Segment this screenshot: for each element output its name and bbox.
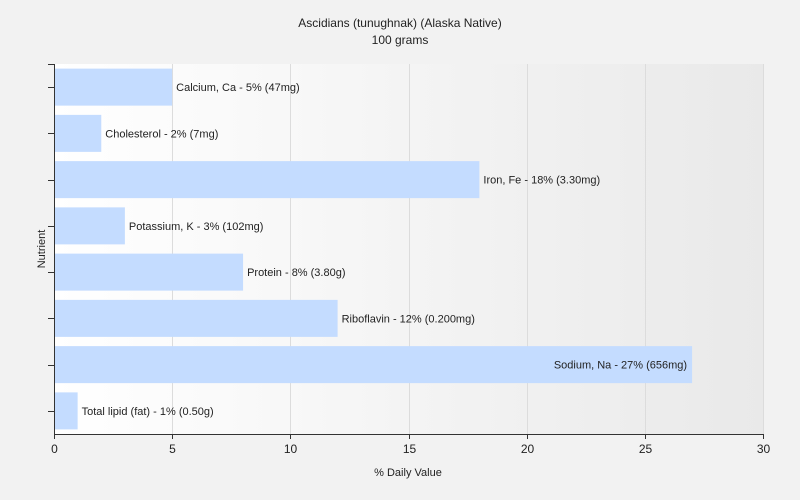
axes: 0 5 10 15 20 25 30 bbox=[48, 64, 770, 456]
bar-label: Calcium, Ca - 5% (47mg) bbox=[176, 82, 299, 94]
bar-label: Protein - 8% (3.80g) bbox=[247, 267, 345, 279]
x-tick-label: 10 bbox=[284, 442, 298, 456]
bar-label: Total lipid (fat) - 1% (0.50g) bbox=[82, 406, 214, 418]
bar-label: Iron, Fe - 18% (3.30mg) bbox=[483, 175, 600, 187]
bar bbox=[55, 114, 102, 152]
x-tick-label: 30 bbox=[757, 442, 771, 456]
x-tick-label: 15 bbox=[403, 442, 417, 456]
bar bbox=[55, 207, 125, 245]
x-tick-label: 0 bbox=[51, 442, 58, 456]
bar-label: Sodium, Na - 27% (656mg) bbox=[554, 360, 687, 372]
bar-label: Cholesterol - 2% (7mg) bbox=[105, 128, 218, 140]
grid-lines bbox=[172, 64, 764, 434]
bar-label: Riboflavin - 12% (0.200mg) bbox=[342, 313, 475, 325]
x-tick-label: 20 bbox=[521, 442, 535, 456]
bar bbox=[55, 161, 480, 199]
chart-subtitle: 100 grams bbox=[372, 33, 429, 47]
bar bbox=[55, 68, 173, 106]
y-axis-label: Nutrient bbox=[36, 230, 48, 269]
bar bbox=[55, 346, 693, 384]
x-tick-label: 5 bbox=[169, 442, 176, 456]
bar bbox=[55, 392, 78, 430]
bar-label: Potassium, K - 3% (102mg) bbox=[129, 221, 264, 233]
bar bbox=[55, 299, 338, 337]
x-axis-label: % Daily Value bbox=[374, 467, 442, 479]
bars: Calcium, Ca - 5% (47mg) Cholesterol - 2% … bbox=[55, 68, 693, 430]
bar bbox=[55, 253, 244, 291]
chart-title: Ascidians (tunughnak) (Alaska Native) bbox=[298, 16, 501, 30]
x-tick-label: 25 bbox=[639, 442, 653, 456]
